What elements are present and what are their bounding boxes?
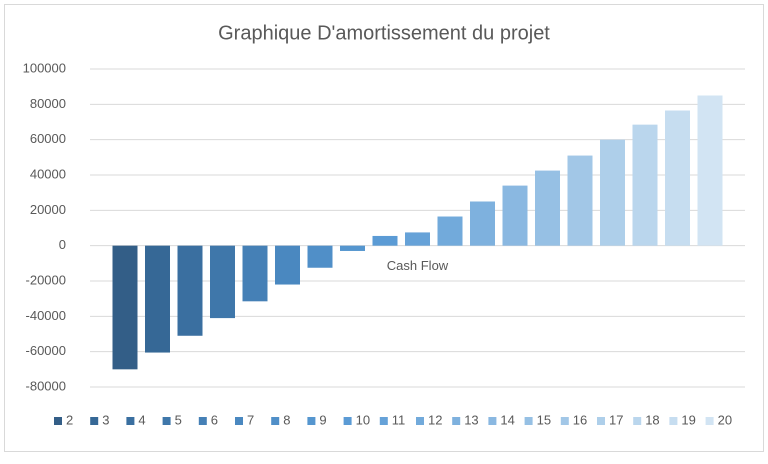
bar [502,185,528,246]
bar [112,245,138,370]
bar [632,124,658,246]
y-tick-label: 40000 [30,166,66,181]
legend-swatch [669,417,678,425]
legend-swatch [560,417,569,425]
legend-swatch [343,417,352,425]
y-tick-label: 80000 [30,96,66,111]
bar [307,245,333,268]
bar [145,245,170,353]
legend-swatch [126,417,135,425]
bar [470,201,495,246]
legend-label: 9 [319,412,326,427]
legend-swatch [271,417,280,425]
y-tick-label: 100000 [23,60,66,75]
bar [665,110,690,246]
chart-title: Graphique D'amortissement du projet [218,22,550,44]
bar [340,245,365,251]
y-tick-label: 60000 [30,131,66,146]
bar [177,245,203,336]
bar [405,232,430,246]
y-tick-label: -60000 [26,343,66,358]
legend-label: 7 [247,412,254,427]
legend-label: 12 [428,412,442,427]
legend-label: 6 [211,412,218,427]
bar [600,139,625,246]
bar [437,216,463,246]
y-tick-label: 20000 [30,202,66,217]
legend-label: 18 [645,412,659,427]
legend-swatch [452,417,461,425]
legend-swatch [379,417,388,425]
bar [242,245,268,302]
legend-label: 8 [283,412,290,427]
legend-label: 14 [500,412,514,427]
bar [535,170,560,246]
legend-label: 11 [392,412,406,427]
legend-label: 4 [138,412,145,427]
legend-label: 2 [66,412,73,427]
legend-label: 20 [718,412,732,427]
bar [567,155,593,246]
legend-label: 3 [102,412,109,427]
legend-swatch [162,417,171,425]
bar [372,235,398,246]
bar [210,245,235,319]
y-tick-label: -80000 [26,378,66,393]
legend-label: 19 [681,412,695,427]
legend-swatch [416,417,424,425]
legend-label: 13 [464,412,478,427]
legend-swatch [198,417,207,425]
legend-swatch [705,417,714,425]
legend-label: 5 [175,412,182,427]
y-tick-label: 0 [59,237,66,252]
legend-label: 10 [356,412,370,427]
y-tick-label: -40000 [26,308,66,323]
legend-swatch [235,417,243,425]
x-tick-label: Cash Flow [387,258,449,273]
legend-swatch [597,417,605,425]
legend-swatch [488,417,497,425]
legend-swatch [633,417,642,425]
legend-label: 16 [573,412,587,427]
legend-label: 17 [609,412,623,427]
legend-swatch [524,417,533,425]
legend-swatch [307,417,316,425]
bar [275,245,300,285]
bar [697,95,723,246]
y-tick-label: -20000 [26,272,66,287]
legend-swatch [54,417,62,425]
legend-label: 15 [537,412,551,427]
legend-swatch [90,417,99,425]
